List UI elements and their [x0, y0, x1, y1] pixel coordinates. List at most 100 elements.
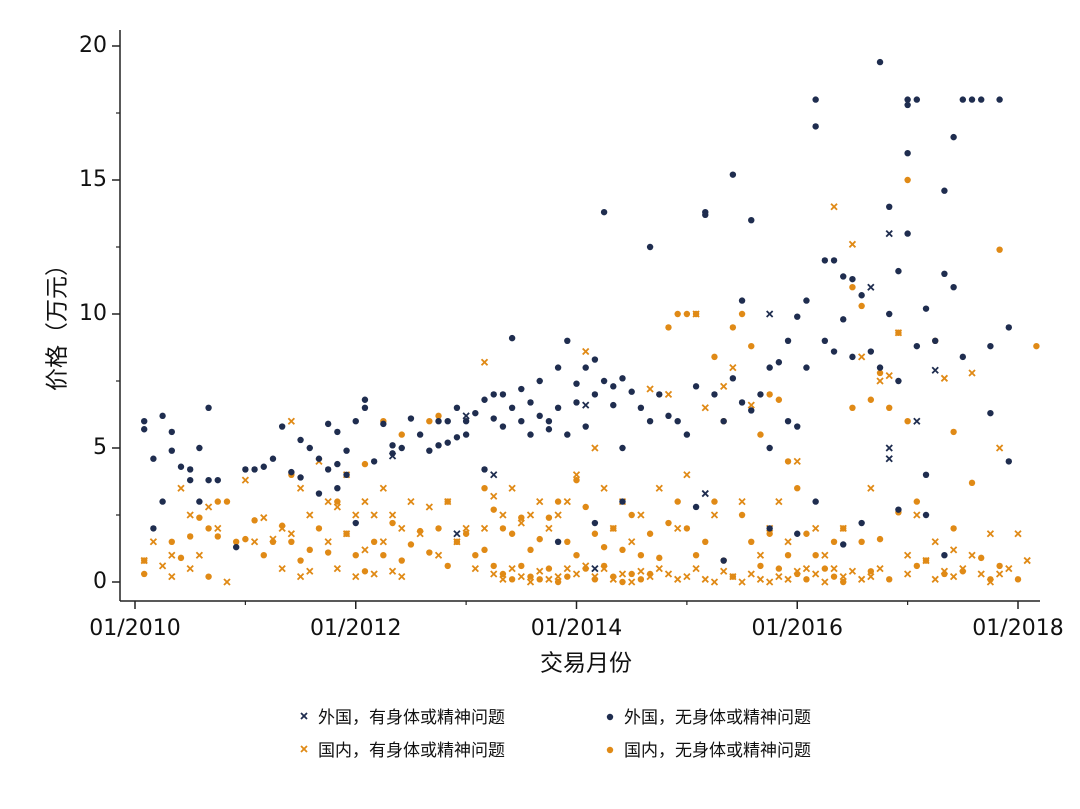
data-point-x	[968, 551, 976, 559]
data-point-x	[968, 369, 976, 377]
data-point-dot	[702, 538, 709, 545]
data-point-dot	[407, 415, 415, 422]
data-point-x	[407, 497, 415, 506]
data-point-x	[949, 573, 958, 581]
data-point-dot	[159, 412, 166, 420]
data-point-dot	[959, 96, 967, 103]
data-point-x	[572, 471, 581, 479]
data-point-dot	[840, 316, 847, 323]
data-point-dot	[720, 418, 727, 425]
data-point-x	[986, 578, 995, 586]
data-point-dot	[748, 407, 755, 414]
legend-marker-dot	[606, 746, 614, 754]
data-point-x	[729, 363, 737, 372]
data-point-x	[812, 570, 820, 578]
data-point-x	[683, 471, 691, 479]
data-point-dot	[867, 348, 875, 355]
data-point-x	[462, 524, 470, 533]
data-point-dot	[683, 310, 691, 318]
data-point-x	[471, 564, 479, 573]
data-point-x	[499, 575, 507, 583]
data-point-x	[480, 358, 489, 366]
y-tick-label: 10	[79, 301, 107, 326]
data-point-dot	[876, 369, 884, 377]
data-point-dot	[784, 337, 792, 344]
data-point-dot	[297, 557, 304, 564]
data-point-x	[812, 524, 820, 533]
data-point-x	[784, 538, 792, 546]
data-point-dot	[186, 533, 194, 540]
data-point-x	[324, 497, 332, 506]
data-point-dot	[499, 525, 507, 532]
data-point-dot	[462, 418, 470, 425]
data-point-dot	[444, 418, 451, 425]
data-point-x	[766, 578, 774, 586]
data-point-x	[940, 567, 949, 575]
data-point-x	[388, 567, 397, 575]
data-point-x	[839, 573, 847, 581]
data-point-x	[508, 484, 516, 492]
data-point-dot	[564, 538, 571, 545]
data-point-dot	[858, 292, 865, 299]
data-point-dot	[177, 463, 185, 470]
data-point-x	[278, 564, 286, 573]
data-point-x	[600, 484, 608, 492]
data-point-x	[848, 240, 857, 248]
data-point-dot	[646, 243, 654, 251]
data-point-x	[453, 538, 461, 546]
data-point-x	[710, 578, 719, 586]
data-point-dot	[950, 428, 957, 436]
data-point-x	[554, 511, 562, 519]
data-point-dot	[251, 466, 258, 473]
data-point-x	[931, 366, 939, 374]
data-point-x	[563, 564, 571, 573]
data-point-x	[168, 573, 176, 581]
data-point-dot	[186, 466, 194, 473]
data-point-dot	[922, 511, 930, 519]
data-point-dot	[334, 460, 341, 468]
series-0	[388, 229, 939, 573]
data-point-dot	[858, 302, 865, 310]
data-point-dot	[674, 310, 681, 318]
data-point-dot	[407, 541, 415, 548]
data-point-dot	[490, 506, 497, 513]
data-point-x	[701, 575, 709, 583]
data-point-dot	[794, 530, 801, 537]
data-point-x	[214, 524, 222, 533]
data-point-dot	[481, 466, 488, 473]
data-point-dot	[941, 187, 948, 194]
data-point-dot	[711, 353, 718, 361]
data-point-dot	[453, 434, 461, 441]
legend-marker-dot-orange	[606, 746, 614, 754]
data-point-x	[416, 530, 424, 538]
data-point-dot	[232, 538, 240, 545]
data-point-dot	[389, 442, 396, 449]
data-point-dot	[849, 275, 856, 283]
data-point-x	[940, 374, 949, 382]
data-point-dot	[775, 396, 783, 403]
data-point-dot	[849, 404, 856, 411]
data-point-x	[848, 567, 857, 575]
data-point-x	[591, 564, 599, 573]
data-point-x	[545, 575, 553, 583]
data-point-dot	[334, 498, 341, 505]
y-axis-title: 价格（万元）	[45, 253, 71, 391]
data-point-x	[867, 283, 875, 291]
data-point-dot	[481, 485, 488, 492]
data-point-dot	[803, 364, 810, 371]
data-point-x	[582, 401, 590, 409]
data-point-x	[444, 497, 452, 506]
data-point-x	[333, 564, 341, 573]
data-point-x	[995, 570, 1004, 578]
data-point-dot	[711, 498, 718, 505]
data-point-x	[269, 535, 277, 543]
data-point-dot	[573, 552, 580, 559]
data-point-dot	[867, 396, 875, 403]
data-point-dot	[637, 576, 645, 583]
data-point-dot	[508, 404, 516, 411]
data-point-dot	[499, 423, 507, 430]
data-point-x	[913, 417, 921, 425]
data-point-dot	[674, 498, 681, 505]
data-point-x	[204, 503, 213, 511]
data-point-dot	[508, 530, 516, 537]
